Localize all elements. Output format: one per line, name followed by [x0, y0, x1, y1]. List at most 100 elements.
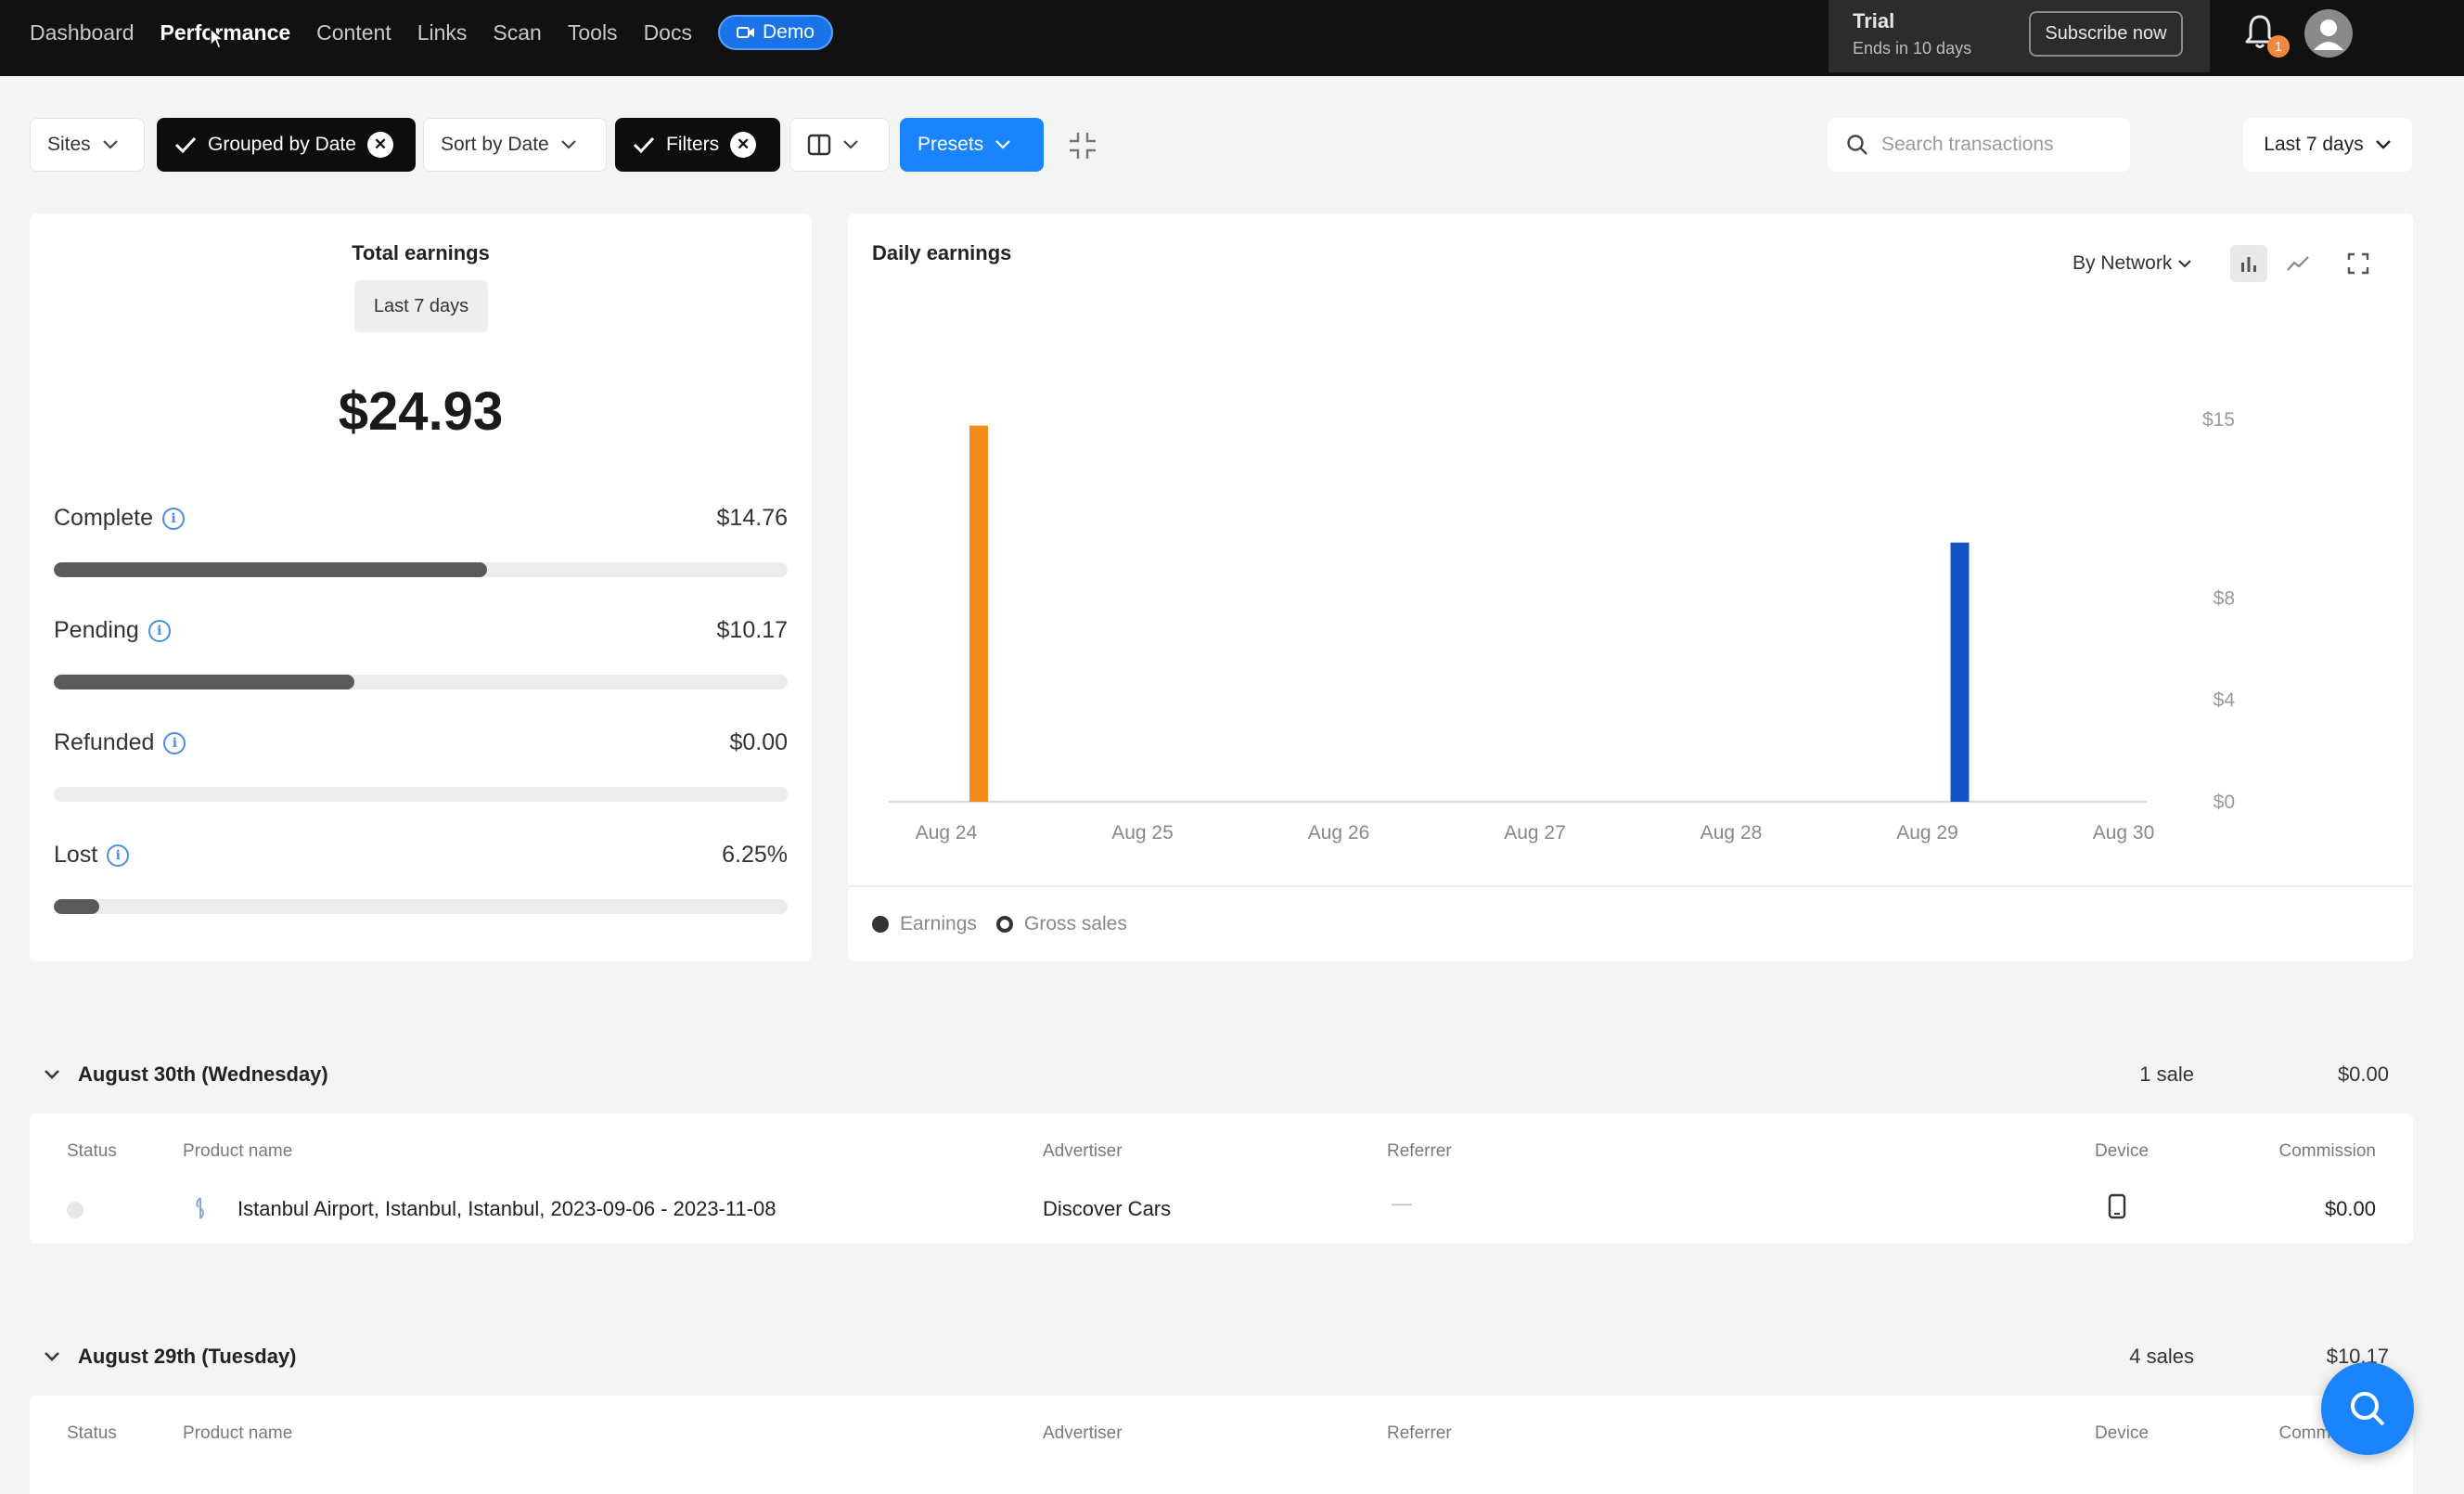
info-icon[interactable]: i: [107, 844, 130, 867]
nav-tools[interactable]: Tools: [567, 19, 618, 45]
metric-label: Refunded: [54, 729, 155, 755]
product-type-icon: [196, 1197, 204, 1219]
bar-chart-toggle[interactable]: [2230, 245, 2267, 282]
date-range-label: Last 7 days: [2264, 134, 2364, 155]
progress-track: [54, 787, 788, 802]
product-name[interactable]: Istanbul Airport, Istanbul, Istanbul, 20…: [237, 1197, 776, 1220]
chevron-down-icon: [995, 140, 1010, 149]
nav-scan[interactable]: Scan: [493, 19, 542, 45]
notification-badge: 1: [2267, 35, 2290, 58]
chevron-down-icon: [45, 1352, 59, 1361]
y-tick-label: $0: [2214, 792, 2235, 813]
nav-links[interactable]: Links: [417, 19, 468, 45]
columns-dropdown[interactable]: [789, 118, 890, 172]
check-icon: [633, 136, 655, 154]
help-chat-button[interactable]: [2321, 1362, 2414, 1455]
search-icon: [1847, 135, 1867, 155]
referrer-empty: —: [1392, 1191, 1412, 1215]
nav-performance[interactable]: Performance: [160, 19, 291, 45]
group-sales-count: 1 sale: [2139, 1063, 2194, 1086]
column-device: Device: [2095, 1141, 2150, 1161]
metric-value: $14.76: [716, 505, 788, 531]
trial-subtitle: Ends in 10 days: [1853, 39, 1972, 58]
column-status: Status: [67, 1141, 117, 1161]
total-earnings-amount: $24.93: [338, 381, 504, 442]
presets-dropdown[interactable]: Presets: [900, 118, 1044, 172]
transactions-table-aug-29: Status Product name Advertiser Referrer …: [30, 1396, 2413, 1494]
legend-earnings[interactable]: Earnings: [872, 913, 977, 935]
clear-filters-icon[interactable]: ✕: [730, 132, 757, 158]
nav-content[interactable]: Content: [316, 19, 391, 45]
total-earnings-period: Last 7 days: [354, 280, 488, 332]
by-network-dropdown[interactable]: By Network: [2073, 252, 2192, 275]
sort-label: Sort by Date: [441, 134, 549, 155]
x-tick-label: Aug 25: [1111, 822, 1174, 844]
progress-track: [54, 899, 788, 914]
progress-fill: [54, 675, 355, 689]
bell-icon[interactable]: [2243, 13, 2277, 50]
line-chart-toggle[interactable]: [2279, 245, 2316, 282]
progress-track: [54, 562, 788, 577]
group-header-aug-29[interactable]: August 29th (Tuesday) 4 sales $10.17: [30, 1333, 2413, 1380]
x-tick-label: Aug 30: [2093, 822, 2155, 844]
avatar[interactable]: [2304, 9, 2353, 58]
collapse-icon[interactable]: [1067, 130, 1098, 161]
column-referrer: Referrer: [1387, 1141, 1452, 1161]
metric-label: Lost: [54, 842, 98, 868]
chevron-down-icon: [45, 1070, 59, 1079]
mouse-cursor-icon: [210, 28, 225, 49]
column-advertiser: Advertiser: [1043, 1423, 1123, 1443]
by-network-label: By Network: [2073, 252, 2173, 274]
nav-docs[interactable]: Docs: [643, 19, 692, 45]
metric-label: Pending: [54, 617, 139, 643]
column-status: Status: [67, 1423, 117, 1443]
search-input[interactable]: [1881, 134, 2104, 156]
chat-search-icon: [2351, 1392, 2385, 1426]
chevron-down-icon: [843, 140, 858, 149]
chart-bar[interactable]: [1950, 542, 1970, 802]
demo-button[interactable]: Demo: [717, 15, 833, 50]
daily-earnings-chart: $0 $4 $8 $15 Aug 24 Aug 25 Aug 26 Aug 27 Aug 28 A…: [889, 409, 2235, 844]
chart-legend: Earnings Gross sales: [848, 885, 2413, 961]
filters-label: Filters: [666, 134, 720, 155]
legend-label: Earnings: [900, 913, 977, 934]
total-earnings-title: Total earnings: [352, 241, 490, 264]
columns-icon: [807, 134, 831, 156]
filters-chip[interactable]: Filters ✕: [615, 118, 780, 172]
bar-chart-icon: [2241, 257, 2256, 272]
date-range-dropdown[interactable]: Last 7 days: [2243, 118, 2412, 172]
chart-bar[interactable]: [969, 425, 988, 802]
grouped-by-date-chip[interactable]: Grouped by Date ✕: [157, 118, 416, 172]
sites-label: Sites: [47, 134, 91, 155]
info-icon[interactable]: i: [148, 619, 171, 642]
subscribe-now-button[interactable]: Subscribe now: [2029, 11, 2183, 57]
nav-dashboard[interactable]: Dashboard: [30, 19, 135, 45]
info-icon[interactable]: i: [163, 731, 186, 754]
group-header-aug-30[interactable]: August 30th (Wednesday) 1 sale $0.00: [30, 1051, 2413, 1098]
top-navigation-bar: Dashboard Performance Content Links Scan…: [0, 0, 2464, 76]
legend-ring-dot: [996, 916, 1013, 933]
metric-value: $10.17: [716, 617, 788, 643]
group-title: August 30th (Wednesday): [78, 1063, 328, 1086]
chevron-down-icon: [2375, 140, 2391, 149]
user-icon: [2314, 19, 2343, 50]
video-camera-icon: [736, 27, 754, 38]
y-tick-label: $8: [2214, 587, 2235, 609]
info-icon[interactable]: i: [162, 507, 185, 530]
column-device: Device: [2095, 1423, 2150, 1443]
metric-value: 6.25%: [722, 842, 788, 868]
legend-gross-sales[interactable]: Gross sales: [996, 913, 1127, 935]
main-nav: Dashboard Performance Content Links Scan…: [30, 0, 833, 65]
sites-dropdown[interactable]: Sites: [30, 118, 145, 172]
daily-earnings-title: Daily earnings: [872, 241, 1012, 264]
progress-track: [54, 675, 788, 689]
fullscreen-icon: [2347, 252, 2369, 275]
column-advertiser: Advertiser: [1043, 1141, 1123, 1161]
presets-label: Presets: [918, 134, 984, 155]
remove-grouping-icon[interactable]: ✕: [366, 132, 393, 158]
commission-value: $0.00: [2324, 1197, 2376, 1220]
x-tick-label: Aug 29: [1896, 822, 1958, 844]
fullscreen-button[interactable]: [2340, 245, 2377, 282]
sort-by-date-dropdown[interactable]: Sort by Date: [423, 118, 607, 172]
trial-banner: Trial Ends in 10 days Subscribe now: [1829, 0, 2210, 72]
